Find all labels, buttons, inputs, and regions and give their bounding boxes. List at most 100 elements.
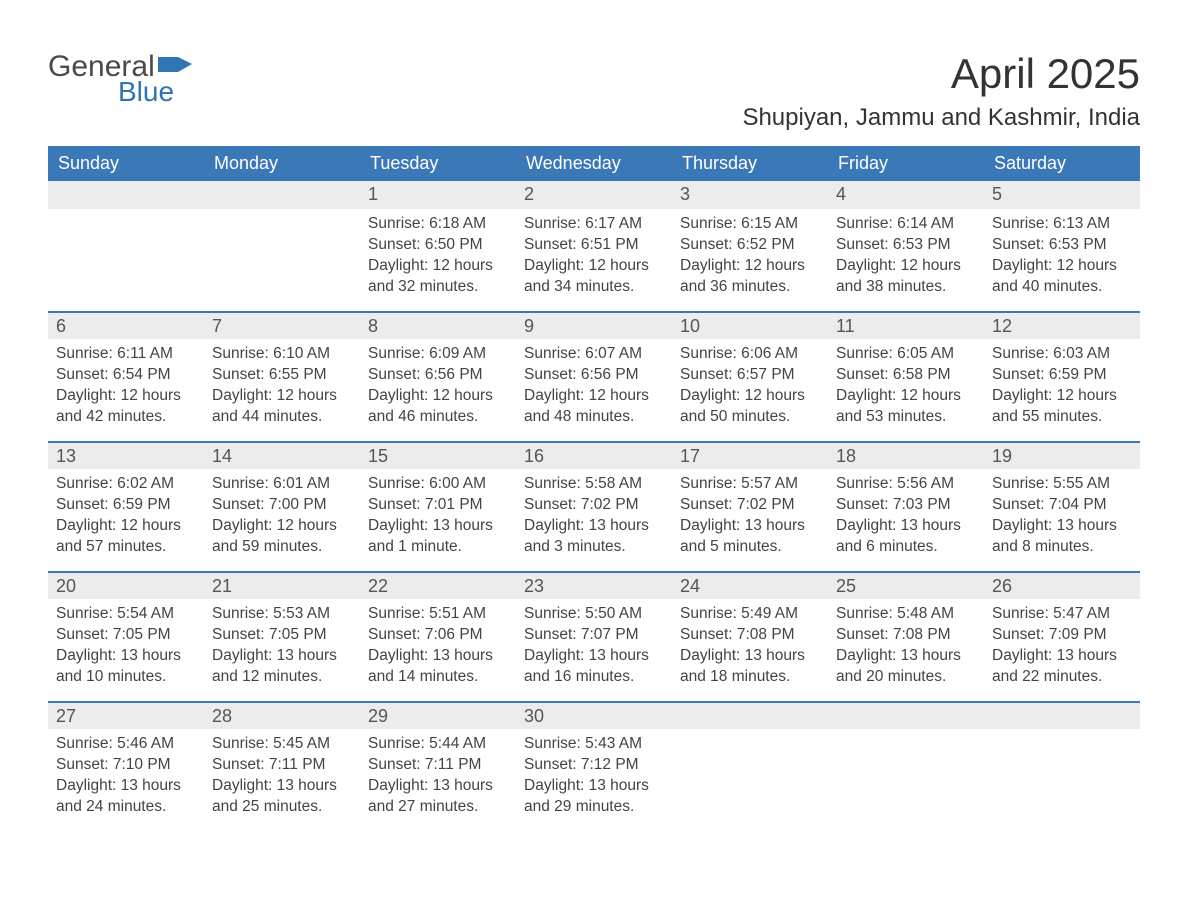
sunrise-line: Sunrise: 6:05 AM: [836, 344, 976, 365]
weekday-header: Wednesday: [516, 146, 672, 181]
day-number: 18: [828, 441, 984, 469]
sunrise-line: Sunrise: 5:44 AM: [368, 734, 508, 755]
calendar-cell: 19Sunrise: 5:55 AMSunset: 7:04 PMDayligh…: [984, 441, 1140, 571]
day-number: 21: [204, 571, 360, 599]
calendar-cell: 21Sunrise: 5:53 AMSunset: 7:05 PMDayligh…: [204, 571, 360, 701]
calendar-cell: 5Sunrise: 6:13 AMSunset: 6:53 PMDaylight…: [984, 181, 1140, 311]
calendar-cell: [984, 701, 1140, 831]
daylight-line: Daylight: 12 hours and 34 minutes.: [524, 256, 664, 298]
calendar-row: 13Sunrise: 6:02 AMSunset: 6:59 PMDayligh…: [48, 441, 1140, 571]
daylight-line: Daylight: 13 hours and 27 minutes.: [368, 776, 508, 818]
sunrise-line: Sunrise: 5:55 AM: [992, 474, 1132, 495]
day-number: 8: [360, 311, 516, 339]
sunrise-line: Sunrise: 6:06 AM: [680, 344, 820, 365]
calendar-row: 27Sunrise: 5:46 AMSunset: 7:10 PMDayligh…: [48, 701, 1140, 831]
sunset-line: Sunset: 7:07 PM: [524, 625, 664, 646]
day-body: Sunrise: 6:15 AMSunset: 6:52 PMDaylight:…: [672, 209, 828, 306]
sunset-line: Sunset: 7:06 PM: [368, 625, 508, 646]
weekday-header: Sunday: [48, 146, 204, 181]
daylight-line: Daylight: 13 hours and 25 minutes.: [212, 776, 352, 818]
sunset-line: Sunset: 6:56 PM: [524, 365, 664, 386]
sunrise-line: Sunrise: 6:07 AM: [524, 344, 664, 365]
logo-text-blue: Blue: [118, 76, 174, 108]
sunrise-line: Sunrise: 6:09 AM: [368, 344, 508, 365]
header: General Blue April 2025 Shupiyan, Jammu …: [48, 50, 1140, 142]
sunset-line: Sunset: 7:11 PM: [212, 755, 352, 776]
day-body: Sunrise: 5:51 AMSunset: 7:06 PMDaylight:…: [360, 599, 516, 696]
sunrise-line: Sunrise: 5:58 AM: [524, 474, 664, 495]
day-body: Sunrise: 5:50 AMSunset: 7:07 PMDaylight:…: [516, 599, 672, 696]
day-number: 24: [672, 571, 828, 599]
sunrise-line: Sunrise: 5:46 AM: [56, 734, 196, 755]
sunrise-line: Sunrise: 6:11 AM: [56, 344, 196, 365]
day-number: 30: [516, 701, 672, 729]
sunrise-line: Sunrise: 6:00 AM: [368, 474, 508, 495]
sunrise-line: Sunrise: 6:17 AM: [524, 214, 664, 235]
daylight-line: Daylight: 12 hours and 40 minutes.: [992, 256, 1132, 298]
sunset-line: Sunset: 7:03 PM: [836, 495, 976, 516]
daylight-line: Daylight: 13 hours and 12 minutes.: [212, 646, 352, 688]
day-body: Sunrise: 5:46 AMSunset: 7:10 PMDaylight:…: [48, 729, 204, 826]
calendar-cell: 8Sunrise: 6:09 AMSunset: 6:56 PMDaylight…: [360, 311, 516, 441]
day-body: Sunrise: 6:07 AMSunset: 6:56 PMDaylight:…: [516, 339, 672, 436]
sunrise-line: Sunrise: 5:49 AM: [680, 604, 820, 625]
sunrise-line: Sunrise: 5:51 AM: [368, 604, 508, 625]
day-number: [672, 701, 828, 729]
daylight-line: Daylight: 12 hours and 57 minutes.: [56, 516, 196, 558]
weekday-header: Tuesday: [360, 146, 516, 181]
day-number: 10: [672, 311, 828, 339]
day-body: [48, 209, 204, 222]
calendar-cell: 26Sunrise: 5:47 AMSunset: 7:09 PMDayligh…: [984, 571, 1140, 701]
sunset-line: Sunset: 6:57 PM: [680, 365, 820, 386]
day-number: 26: [984, 571, 1140, 599]
daylight-line: Daylight: 12 hours and 32 minutes.: [368, 256, 508, 298]
calendar-body: 1Sunrise: 6:18 AMSunset: 6:50 PMDaylight…: [48, 181, 1140, 831]
daylight-line: Daylight: 13 hours and 6 minutes.: [836, 516, 976, 558]
sunset-line: Sunset: 6:59 PM: [56, 495, 196, 516]
daylight-line: Daylight: 13 hours and 10 minutes.: [56, 646, 196, 688]
sunset-line: Sunset: 6:59 PM: [992, 365, 1132, 386]
calendar-row: 1Sunrise: 6:18 AMSunset: 6:50 PMDaylight…: [48, 181, 1140, 311]
calendar-cell: 16Sunrise: 5:58 AMSunset: 7:02 PMDayligh…: [516, 441, 672, 571]
sunset-line: Sunset: 7:02 PM: [680, 495, 820, 516]
day-number: 17: [672, 441, 828, 469]
calendar-cell: 13Sunrise: 6:02 AMSunset: 6:59 PMDayligh…: [48, 441, 204, 571]
sunset-line: Sunset: 7:02 PM: [524, 495, 664, 516]
day-body: Sunrise: 6:10 AMSunset: 6:55 PMDaylight:…: [204, 339, 360, 436]
calendar-cell: 3Sunrise: 6:15 AMSunset: 6:52 PMDaylight…: [672, 181, 828, 311]
day-body: Sunrise: 6:14 AMSunset: 6:53 PMDaylight:…: [828, 209, 984, 306]
day-number: [204, 181, 360, 209]
day-number: 12: [984, 311, 1140, 339]
calendar-cell: 30Sunrise: 5:43 AMSunset: 7:12 PMDayligh…: [516, 701, 672, 831]
daylight-line: Daylight: 12 hours and 44 minutes.: [212, 386, 352, 428]
sunrise-line: Sunrise: 5:43 AM: [524, 734, 664, 755]
calendar-cell: 27Sunrise: 5:46 AMSunset: 7:10 PMDayligh…: [48, 701, 204, 831]
daylight-line: Daylight: 12 hours and 53 minutes.: [836, 386, 976, 428]
calendar-cell: 1Sunrise: 6:18 AMSunset: 6:50 PMDaylight…: [360, 181, 516, 311]
day-number: [828, 701, 984, 729]
weekday-header: Thursday: [672, 146, 828, 181]
day-number: 14: [204, 441, 360, 469]
calendar-cell: [48, 181, 204, 311]
day-body: Sunrise: 6:18 AMSunset: 6:50 PMDaylight:…: [360, 209, 516, 306]
day-body: [204, 209, 360, 222]
calendar-cell: 20Sunrise: 5:54 AMSunset: 7:05 PMDayligh…: [48, 571, 204, 701]
daylight-line: Daylight: 13 hours and 22 minutes.: [992, 646, 1132, 688]
day-number: 23: [516, 571, 672, 599]
daylight-line: Daylight: 12 hours and 36 minutes.: [680, 256, 820, 298]
sunset-line: Sunset: 7:05 PM: [212, 625, 352, 646]
sunrise-line: Sunrise: 6:18 AM: [368, 214, 508, 235]
sunset-line: Sunset: 6:53 PM: [836, 235, 976, 256]
day-number: [984, 701, 1140, 729]
calendar-cell: [672, 701, 828, 831]
sunset-line: Sunset: 7:01 PM: [368, 495, 508, 516]
day-body: Sunrise: 5:53 AMSunset: 7:05 PMDaylight:…: [204, 599, 360, 696]
weekday-header-row: SundayMondayTuesdayWednesdayThursdayFrid…: [48, 146, 1140, 181]
day-body: Sunrise: 6:02 AMSunset: 6:59 PMDaylight:…: [48, 469, 204, 566]
day-body: Sunrise: 6:17 AMSunset: 6:51 PMDaylight:…: [516, 209, 672, 306]
day-body: Sunrise: 6:03 AMSunset: 6:59 PMDaylight:…: [984, 339, 1140, 436]
day-number: 2: [516, 181, 672, 209]
sunset-line: Sunset: 7:08 PM: [680, 625, 820, 646]
day-body: Sunrise: 5:56 AMSunset: 7:03 PMDaylight:…: [828, 469, 984, 566]
sunset-line: Sunset: 6:55 PM: [212, 365, 352, 386]
